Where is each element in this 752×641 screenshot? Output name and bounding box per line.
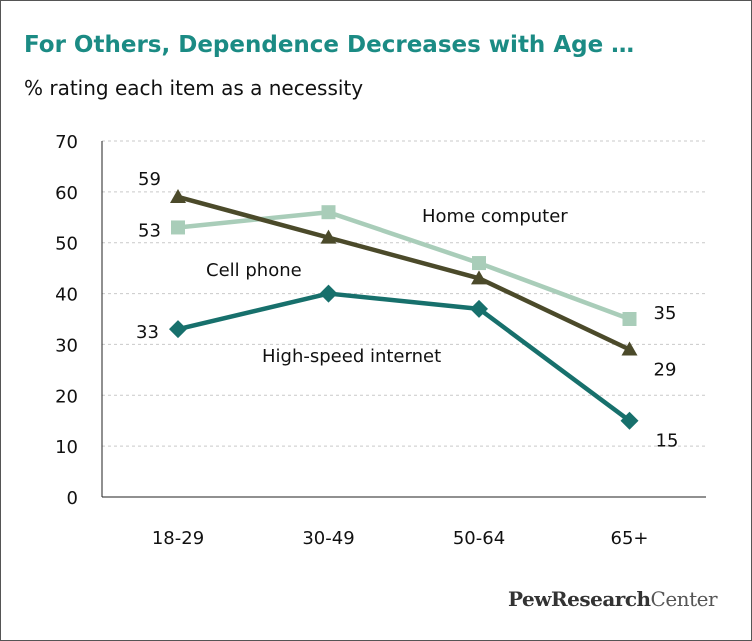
home-computer-point [622, 312, 637, 326]
data-label: 29 [654, 360, 677, 381]
chart-title: For Others, Dependence Decreases with Ag… [24, 32, 635, 58]
y-tick-label: 10 [55, 437, 78, 458]
y-tick-label: 30 [55, 335, 78, 356]
y-tick-label: 60 [55, 183, 78, 204]
x-tick-label: 30-49 [302, 528, 354, 549]
high-speed-internet-point [620, 411, 639, 430]
y-tick-label: 50 [55, 234, 78, 255]
x-tick-label: 65+ [611, 528, 649, 549]
home-computer-point [472, 256, 486, 271]
high-speed-internet-point [470, 299, 488, 318]
y-tick-label: 70 [55, 132, 78, 153]
x-tick-label: 50-64 [453, 528, 505, 549]
logo-bold-text: PewResearch [508, 587, 651, 611]
chart-subtitle: % rating each item as a necessity [24, 76, 364, 100]
home-computer-label: Home computer [422, 206, 568, 227]
pew-research-logo: PewResearchCenter [508, 587, 717, 611]
x-tick-label: 18-29 [152, 528, 204, 549]
data-label: 59 [138, 169, 161, 190]
data-label: 15 [656, 431, 679, 452]
high-speed-internet-point [169, 320, 187, 339]
home-computer-point [321, 205, 336, 220]
cell-phone-point [471, 270, 487, 285]
home-computer-line [177, 209, 631, 322]
y-tick-label: 40 [55, 285, 78, 306]
cell-phone-label: Cell phone [206, 260, 302, 281]
data-label: 53 [138, 220, 161, 241]
cell-phone-line [177, 194, 631, 352]
home-computer-point [171, 220, 185, 235]
data-label: 35 [654, 303, 677, 324]
cell-phone-point [621, 341, 638, 356]
high-speed-internet-line [177, 291, 631, 423]
data-label: 33 [136, 322, 159, 343]
high-speed-internet-label: High-speed internet [262, 346, 441, 367]
cell-phone-point [170, 188, 186, 203]
high-speed-internet-point [319, 284, 338, 303]
logo-normal-text: Center [650, 587, 718, 611]
y-tick-label: 20 [55, 386, 78, 407]
y-tick-label: 0 [67, 488, 78, 509]
cell-phone-point [320, 229, 337, 244]
